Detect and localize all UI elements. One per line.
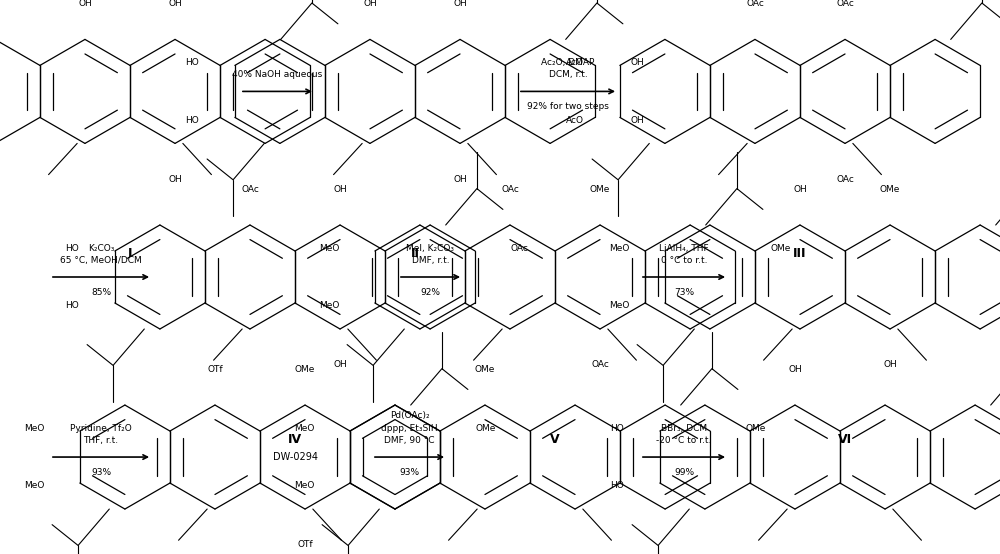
Text: MeO: MeO xyxy=(24,424,44,433)
Text: OH: OH xyxy=(631,116,644,125)
Text: OH: OH xyxy=(168,175,182,183)
Text: I: I xyxy=(128,248,132,260)
Text: DCM, r.t.: DCM, r.t. xyxy=(549,70,587,79)
Text: MeO: MeO xyxy=(319,244,339,253)
Text: Ac₂O, DMAP: Ac₂O, DMAP xyxy=(541,58,595,67)
Text: Pyridine, Tf₂O: Pyridine, Tf₂O xyxy=(70,424,132,433)
Text: HO: HO xyxy=(611,424,624,433)
Text: OMe: OMe xyxy=(476,424,496,433)
Text: OTf: OTf xyxy=(207,365,223,374)
Text: AcO: AcO xyxy=(566,58,584,67)
Text: MeO: MeO xyxy=(609,244,629,253)
Text: OAc: OAc xyxy=(241,185,259,194)
Text: II: II xyxy=(411,248,420,260)
Text: OH: OH xyxy=(363,0,377,8)
Text: 93%: 93% xyxy=(399,468,420,477)
Text: OH: OH xyxy=(78,0,92,8)
Text: MeO: MeO xyxy=(294,481,314,490)
Text: OMe: OMe xyxy=(880,185,900,194)
Text: dppp, Et₃SiH: dppp, Et₃SiH xyxy=(381,424,438,433)
Text: OH: OH xyxy=(168,0,182,8)
Text: OMe: OMe xyxy=(295,365,315,374)
Text: 92% for two steps: 92% for two steps xyxy=(527,102,609,111)
Text: HO: HO xyxy=(186,116,199,125)
Text: VI: VI xyxy=(838,433,852,446)
Text: OH: OH xyxy=(631,58,644,67)
Text: 92%: 92% xyxy=(420,288,440,297)
Text: OH: OH xyxy=(333,360,347,369)
Text: V: V xyxy=(550,433,560,446)
Text: OH: OH xyxy=(453,0,467,8)
Text: OMe: OMe xyxy=(590,185,610,194)
Text: OH: OH xyxy=(883,360,897,369)
Text: MeI, K₂CO₃: MeI, K₂CO₃ xyxy=(406,244,454,253)
Text: III: III xyxy=(793,248,807,260)
Text: 40% NaOH aqueous: 40% NaOH aqueous xyxy=(232,70,323,79)
Text: OH: OH xyxy=(793,185,807,194)
Text: OH: OH xyxy=(333,185,347,194)
Text: K₂CO₃: K₂CO₃ xyxy=(88,244,114,253)
Text: OAc: OAc xyxy=(591,360,609,369)
Text: OMe: OMe xyxy=(475,365,495,374)
Text: OTf: OTf xyxy=(297,540,313,549)
Text: 65 °C, MeOH/DCM: 65 °C, MeOH/DCM xyxy=(60,256,142,265)
Text: DMF, r.t.: DMF, r.t. xyxy=(412,256,449,265)
Text: OAc: OAc xyxy=(836,0,854,8)
Text: AcO: AcO xyxy=(566,116,584,125)
Text: THF, r.t.: THF, r.t. xyxy=(83,436,119,445)
Text: MeO: MeO xyxy=(609,301,629,310)
Text: HO: HO xyxy=(66,301,79,310)
Text: MeO: MeO xyxy=(319,301,339,310)
Text: 0 °C to r.t.: 0 °C to r.t. xyxy=(661,256,707,265)
Text: DMF, 90 °C: DMF, 90 °C xyxy=(384,436,435,445)
Text: OAc: OAc xyxy=(511,244,529,253)
Text: OAc: OAc xyxy=(836,175,854,183)
Text: IV: IV xyxy=(288,433,302,446)
Text: OH: OH xyxy=(788,365,802,374)
Text: BBr₃, DCM: BBr₃, DCM xyxy=(661,424,707,433)
Text: -20 °C to r.t.: -20 °C to r.t. xyxy=(656,436,712,445)
Text: OMe: OMe xyxy=(771,244,791,253)
Text: HO: HO xyxy=(66,244,79,253)
Text: OAc: OAc xyxy=(746,0,764,8)
Text: Pd(OAc)₂: Pd(OAc)₂ xyxy=(390,412,429,420)
Text: 93%: 93% xyxy=(91,468,111,477)
Text: HO: HO xyxy=(611,481,624,490)
Text: 99%: 99% xyxy=(674,468,694,477)
Text: 73%: 73% xyxy=(674,288,694,297)
Text: OH: OH xyxy=(453,175,467,183)
Text: 85%: 85% xyxy=(91,288,111,297)
Text: DW-0294: DW-0294 xyxy=(272,453,318,463)
Text: OAc: OAc xyxy=(501,185,519,194)
Text: OMe: OMe xyxy=(746,424,766,433)
Text: MeO: MeO xyxy=(294,424,314,433)
Text: MeO: MeO xyxy=(24,481,44,490)
Text: HO: HO xyxy=(186,58,199,67)
Text: LiAlH₄, THF: LiAlH₄, THF xyxy=(659,244,709,253)
